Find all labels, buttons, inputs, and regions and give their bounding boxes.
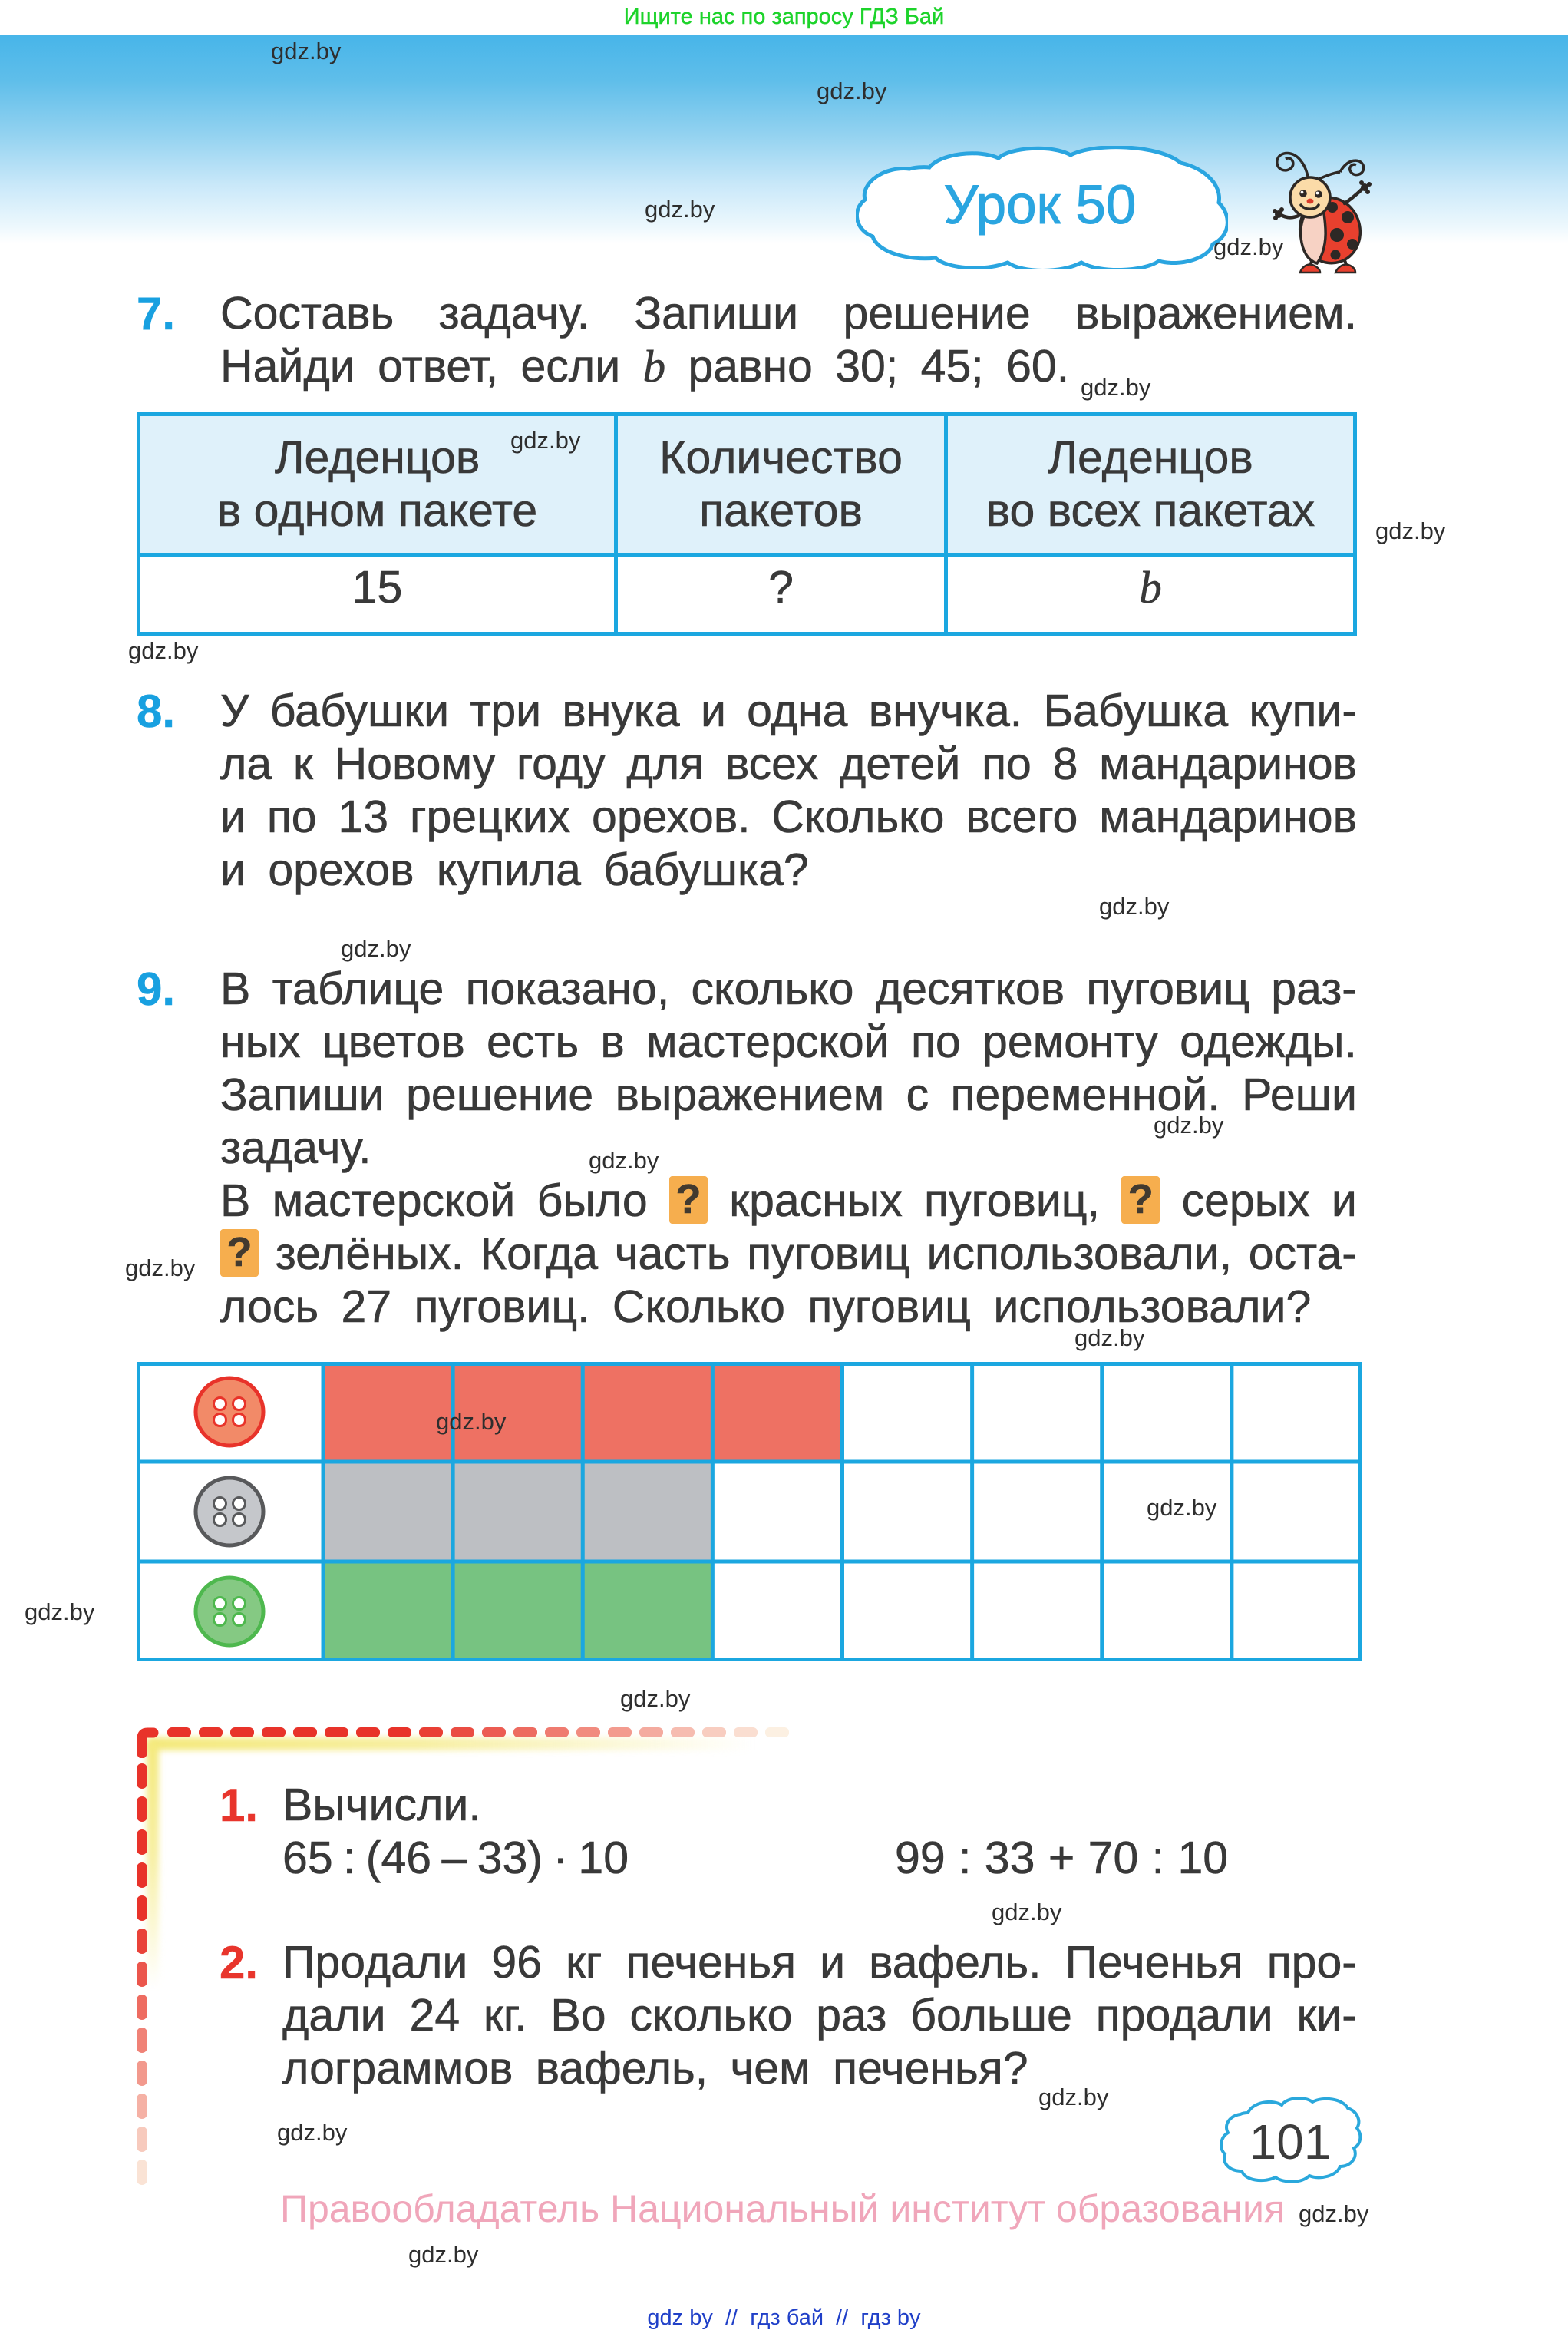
svg-text:Урок 50: Урок 50 (944, 175, 1137, 236)
svg-text:101: 101 (1249, 2114, 1332, 2170)
